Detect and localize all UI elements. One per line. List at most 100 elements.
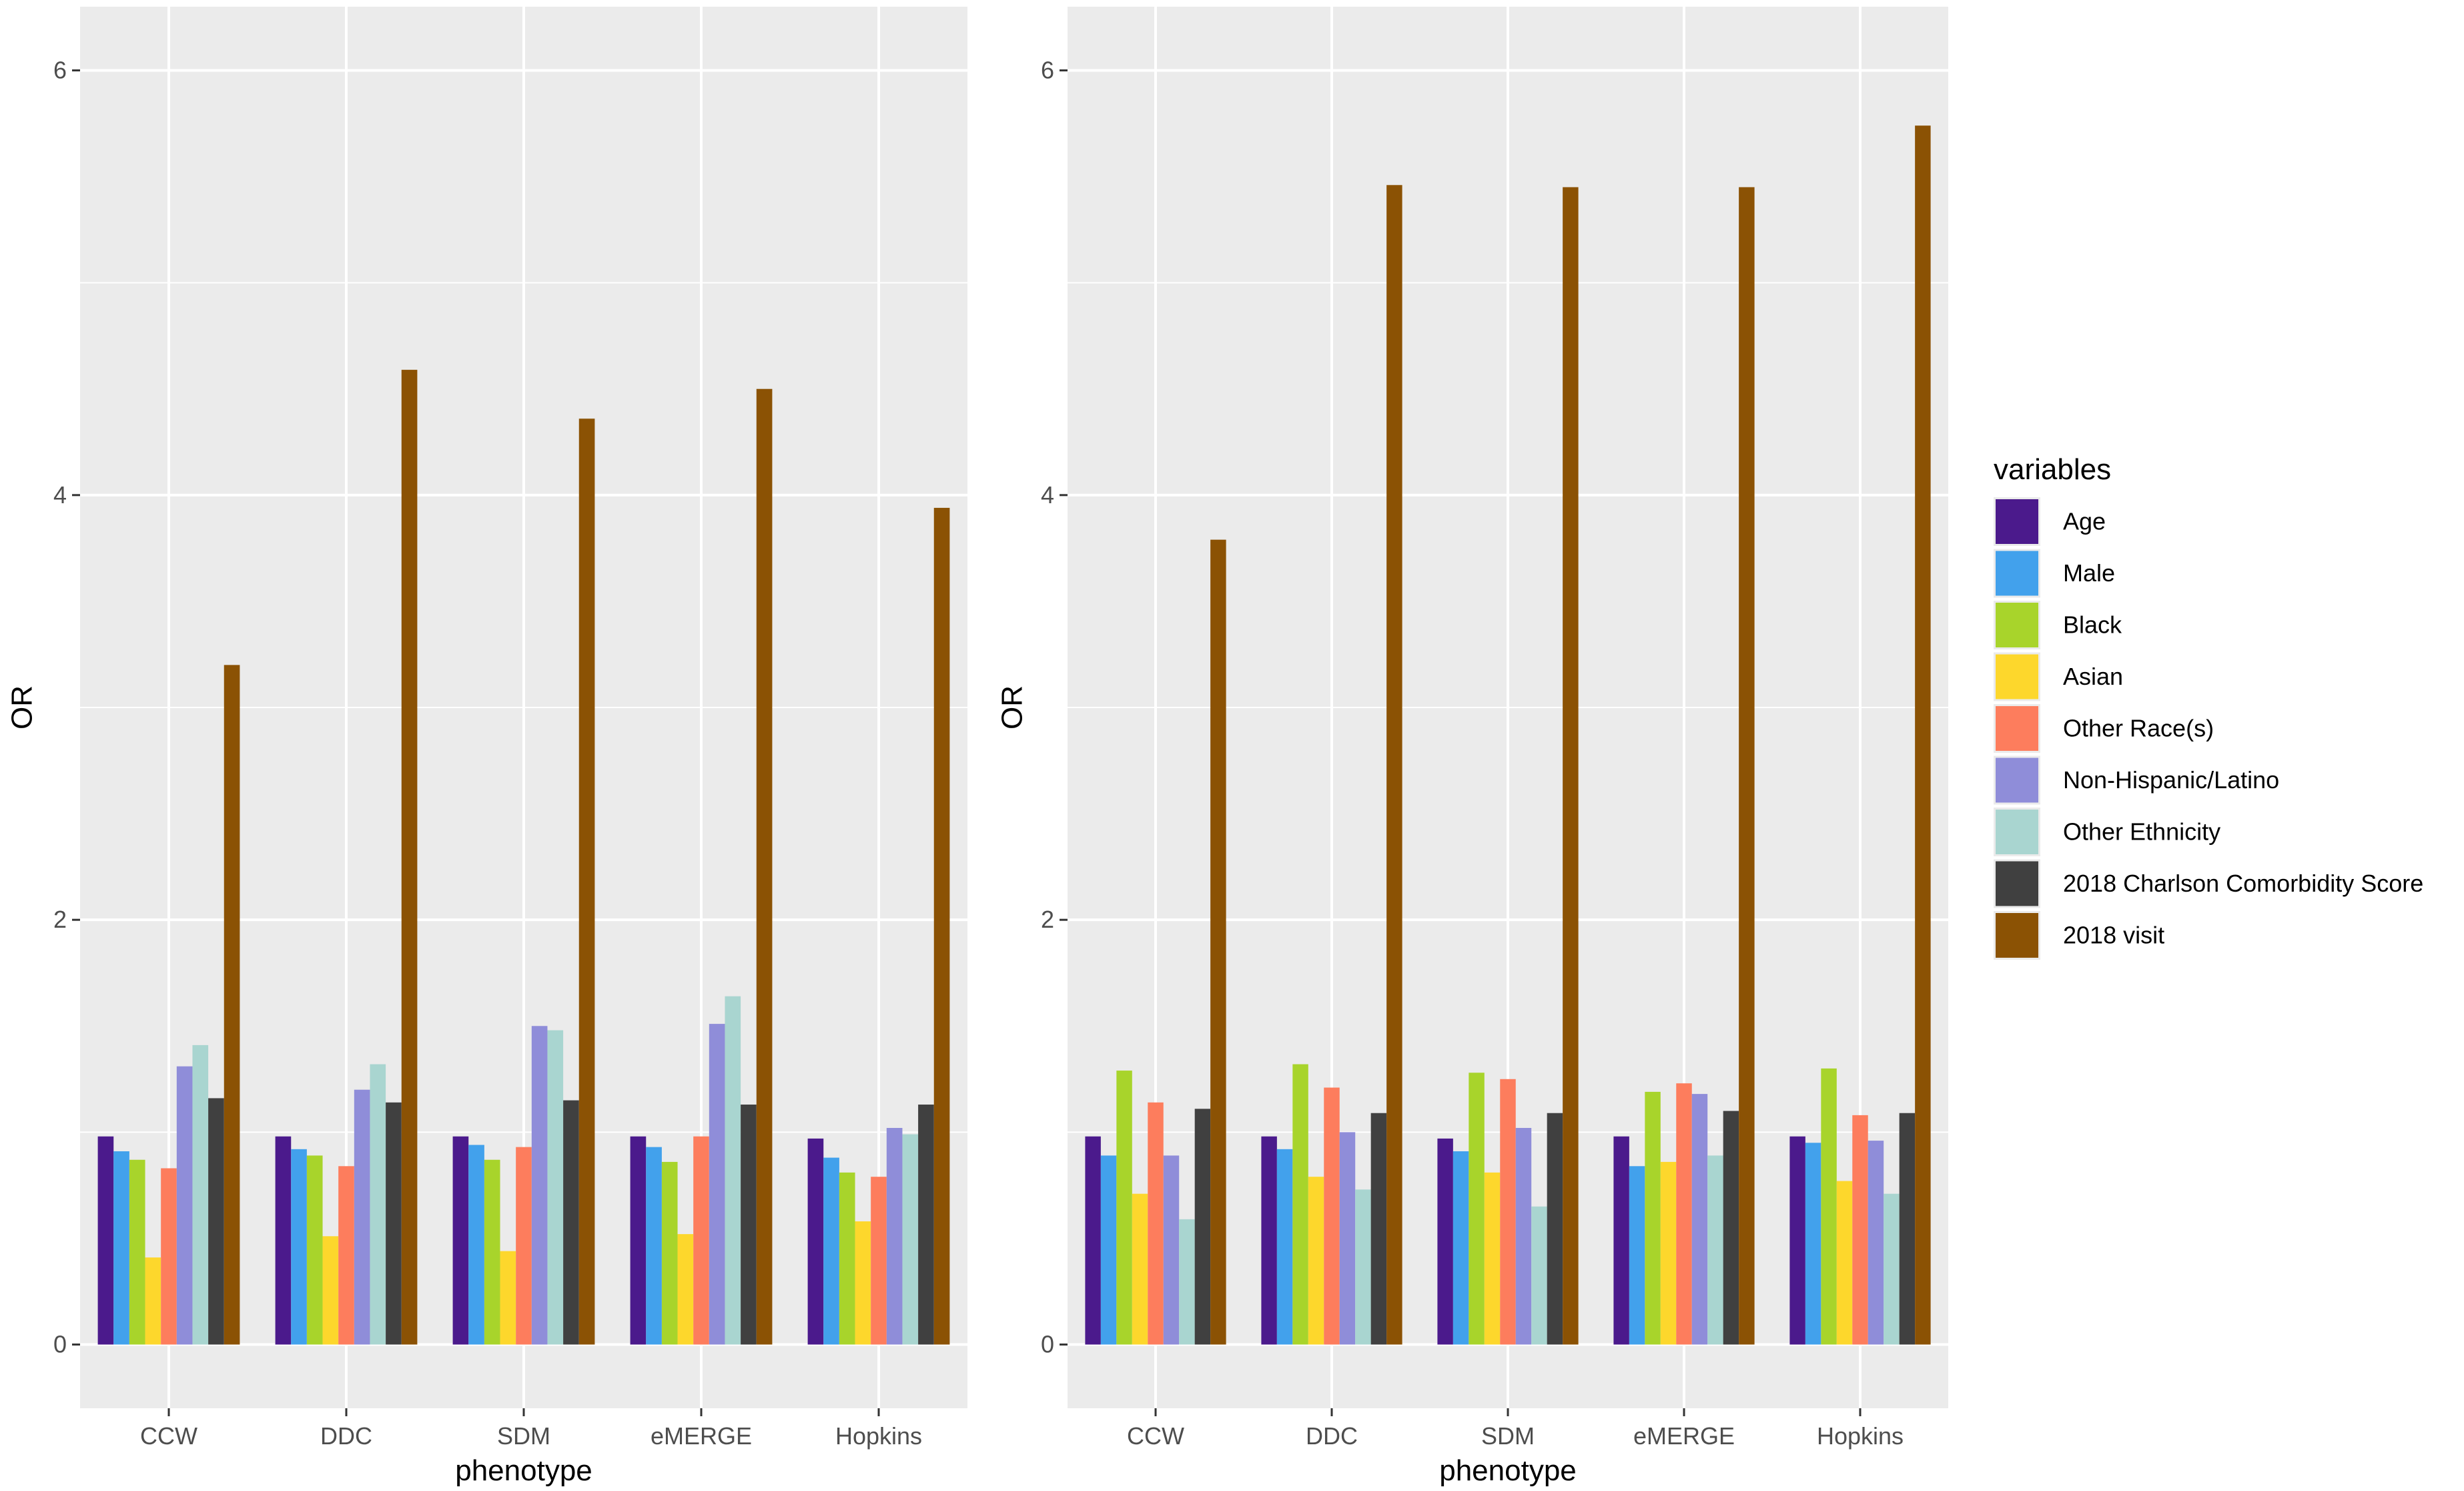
y-tick-label: 0 <box>53 1331 67 1358</box>
x-axis-title: phenotype <box>1439 1454 1577 1487</box>
bar-SDM-age <box>452 1136 469 1345</box>
legend-label: Asian <box>2063 663 2123 690</box>
bar-DDC-black <box>1292 1064 1308 1345</box>
bar-CCW-other-race-s- <box>1148 1102 1164 1345</box>
bar-eMERGE-black <box>1645 1091 1661 1345</box>
bar-Hopkins-black <box>839 1172 855 1345</box>
bar-DDC-non-hispanic-latino <box>354 1089 370 1345</box>
bar-eMERGE-2018-visit <box>1739 187 1755 1345</box>
y-tick-label: 2 <box>1041 906 1054 933</box>
x-tick-label: CCW <box>1127 1422 1184 1450</box>
bar-SDM-asian <box>500 1251 516 1345</box>
bar-eMERGE-other-race-s- <box>1676 1083 1692 1345</box>
bar-SDM-2018-charlson-comorbidity-score <box>1547 1113 1563 1345</box>
legend-swatch <box>1996 551 2038 596</box>
x-tick-label: DDC <box>320 1422 372 1450</box>
bar-SDM-black <box>484 1159 500 1345</box>
legend-label: 2018 Charlson Comorbidity Score <box>2063 870 2423 897</box>
y-axis-title: OR <box>996 685 1029 729</box>
x-tick-label: CCW <box>140 1422 197 1450</box>
bar-eMERGE-asian <box>1660 1161 1677 1345</box>
y-tick-label: 4 <box>1041 481 1054 509</box>
bar-DDC-male <box>291 1149 307 1345</box>
legend-swatch <box>1996 706 2038 751</box>
bar-SDM-male <box>468 1145 484 1345</box>
bar-eMERGE-age <box>1613 1136 1629 1345</box>
bar-SDM-2018-visit <box>1563 187 1579 1345</box>
legend-label: Male <box>2063 559 2115 587</box>
legend-swatch <box>1996 758 2038 803</box>
legend-swatch <box>1996 861 2038 906</box>
bar-SDM-2018-visit <box>578 418 595 1345</box>
bar-Hopkins-black <box>1821 1068 1837 1345</box>
bar-SDM-other-race-s- <box>1500 1079 1516 1345</box>
bar-eMERGE-other-ethnicity <box>1707 1155 1723 1345</box>
bar-DDC-male <box>1276 1149 1293 1345</box>
bar-Hopkins-other-race-s- <box>871 1177 887 1345</box>
bar-DDC-other-ethnicity <box>1355 1189 1371 1345</box>
bar-Hopkins-asian <box>855 1221 871 1345</box>
legend-swatch <box>1996 810 2038 854</box>
y-tick-label: 0 <box>1041 1331 1054 1358</box>
bar-CCW-2018-charlson-comorbidity-score <box>1194 1109 1211 1345</box>
bar-CCW-asian <box>1132 1193 1148 1345</box>
x-tick-label: SDM <box>1481 1422 1535 1450</box>
bar-eMERGE-asian <box>677 1234 694 1345</box>
bar-Hopkins-2018-charlson-comorbidity-score <box>918 1105 934 1345</box>
bar-DDC-age <box>1261 1136 1277 1345</box>
x-axis-title: phenotype <box>455 1454 592 1487</box>
bar-CCW-other-race-s- <box>161 1168 177 1345</box>
bar-DDC-asian <box>1308 1177 1324 1345</box>
bar-Hopkins-non-hispanic-latino <box>1868 1141 1884 1345</box>
bar-SDM-other-race-s- <box>516 1147 532 1345</box>
bar-DDC-black <box>306 1155 323 1345</box>
bar-SDM-other-ethnicity <box>1531 1206 1547 1345</box>
y-tick-label: 6 <box>1041 56 1054 83</box>
x-tick-label: eMERGE <box>651 1422 752 1450</box>
bar-eMERGE-black <box>661 1161 678 1345</box>
bar-CCW-2018-visit <box>1210 539 1226 1345</box>
y-tick-label: 2 <box>53 906 67 933</box>
bar-Hopkins-age <box>1789 1136 1805 1345</box>
bar-eMERGE-age <box>630 1136 647 1345</box>
legend-label: Black <box>2063 611 2122 639</box>
bar-eMERGE-male <box>1629 1166 1645 1345</box>
bar-CCW-2018-charlson-comorbidity-score <box>208 1098 224 1345</box>
bar-Hopkins-2018-visit <box>1915 125 1931 1345</box>
bar-Hopkins-other-ethnicity <box>1884 1193 1900 1345</box>
x-tick-label: Hopkins <box>1817 1422 1904 1450</box>
bar-Hopkins-non-hispanic-latino <box>886 1128 903 1345</box>
x-tick-label: SDM <box>497 1422 550 1450</box>
bar-eMERGE-non-hispanic-latino <box>709 1024 725 1345</box>
bar-eMERGE-2018-visit <box>756 388 773 1345</box>
bar-CCW-non-hispanic-latino <box>1163 1155 1180 1345</box>
bar-DDC-2018-charlson-comorbidity-score <box>1370 1113 1387 1345</box>
legend-label: Other Race(s) <box>2063 715 2214 742</box>
bar-DDC-other-ethnicity <box>370 1064 386 1345</box>
panel-left: 0 2 4 6 CCW DDC SDM eMERGE Hopkins phenotype OR <box>6 7 967 1487</box>
bar-Hopkins-2018-charlson-comorbidity-score <box>1899 1113 1916 1345</box>
bar-Hopkins-2018-visit <box>933 507 950 1345</box>
bar-CCW-male <box>1100 1155 1117 1345</box>
bar-DDC-age <box>275 1136 292 1345</box>
bar-Hopkins-asian <box>1836 1181 1853 1345</box>
legend-swatch <box>1996 499 2038 544</box>
bar-CCW-other-ethnicity <box>192 1045 209 1345</box>
legend-swatch <box>1996 654 2038 699</box>
bar-SDM-age <box>1437 1138 1453 1345</box>
legend-label: Other Ethnicity <box>2063 818 2220 846</box>
legend-title: variables <box>1994 453 2111 486</box>
bar-eMERGE-male <box>646 1147 662 1345</box>
bar-DDC-other-race-s- <box>1324 1087 1340 1345</box>
panel-right: 0 2 4 6 CCW DDC SDM eMERGE Hopkins phenotype OR <box>996 7 1948 1487</box>
x-tick-label: Hopkins <box>835 1422 922 1450</box>
bar-DDC-other-race-s- <box>338 1166 354 1345</box>
x-tick-label: DDC <box>1306 1422 1358 1450</box>
bar-CCW-black <box>129 1159 145 1345</box>
bar-CCW-asian <box>145 1257 161 1345</box>
bar-Hopkins-male <box>823 1157 839 1345</box>
bar-SDM-non-hispanic-latino <box>531 1026 548 1345</box>
legend-label: Age <box>2063 508 2106 535</box>
bar-Hopkins-other-ethnicity <box>902 1134 919 1345</box>
